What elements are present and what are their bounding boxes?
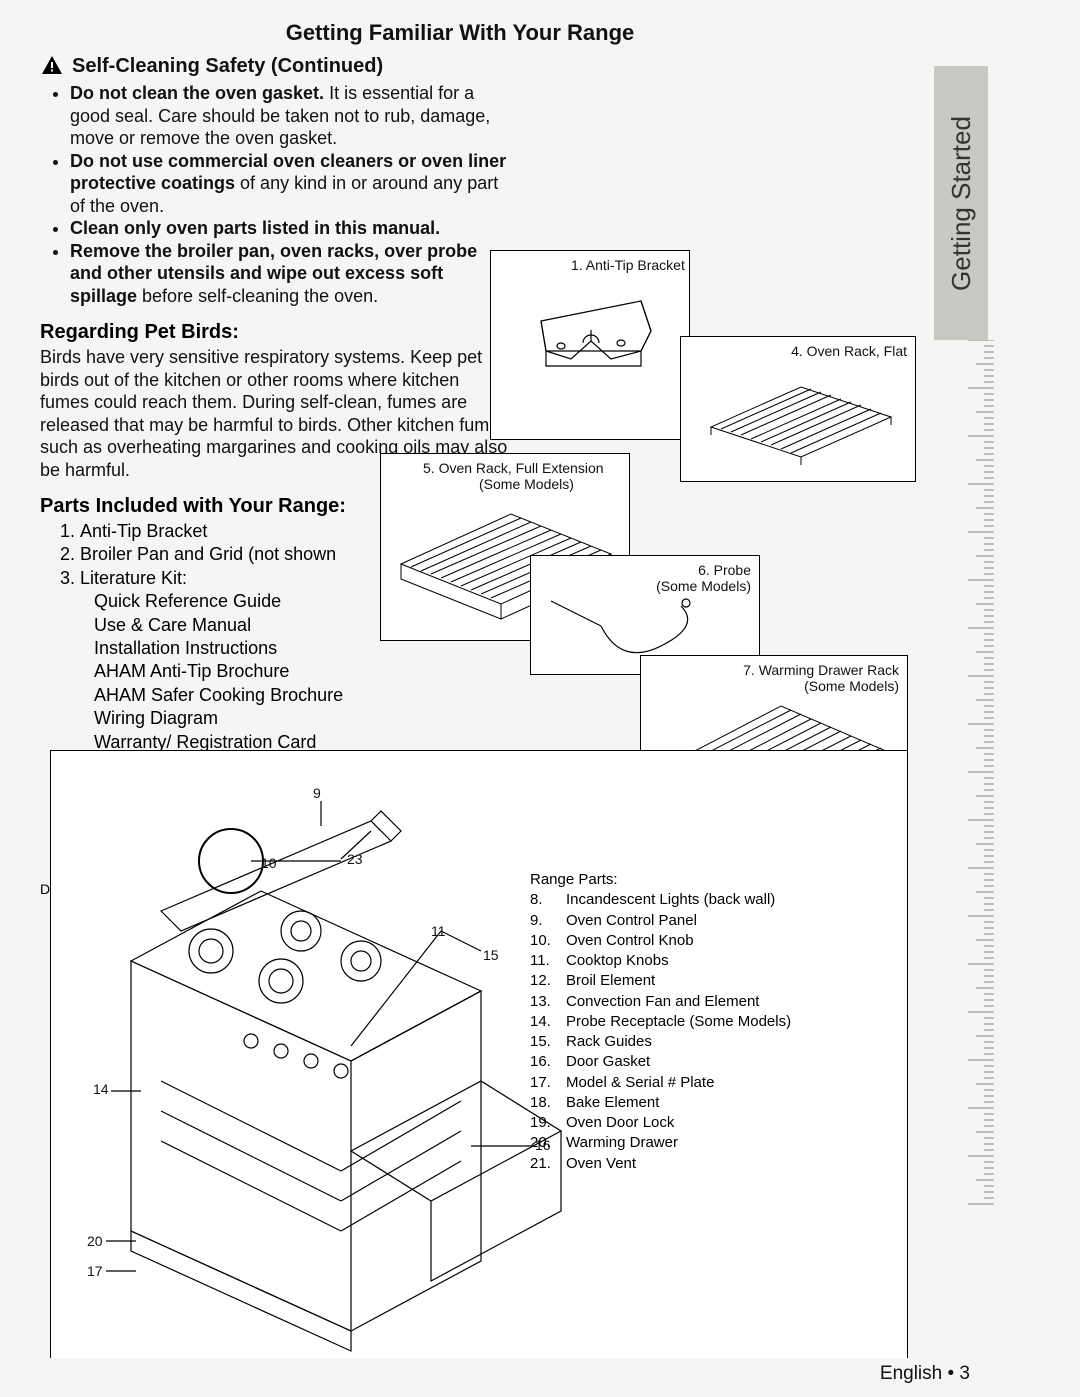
callout: 14 <box>93 1081 109 1097</box>
list-item: AHAM Safer Cooking Brochure <box>94 684 500 707</box>
bullet-item: Do not clean the oven gasket. It is esse… <box>70 82 510 150</box>
list-item: Wiring Diagram <box>94 707 500 730</box>
callout: 17 <box>87 1263 103 1279</box>
bullet-item: Remove the broiler pan, oven racks, over… <box>70 240 510 308</box>
bullet-item: Clean only oven parts listed in this man… <box>70 217 510 240</box>
rp-row: 12.Broil Element <box>530 971 791 991</box>
rp-row: 18.Bake Element <box>530 1093 791 1113</box>
section1-header: Self-Cleaning Safety (Continued) <box>40 54 1000 78</box>
side-tab-label: Getting Started <box>946 116 977 291</box>
rp-row: 8.Incandescent Lights (back wall) <box>530 890 791 910</box>
diagram-label: 6. Probe <box>698 562 751 578</box>
range-parts-block: Range Parts: 8.Incandescent Lights (back… <box>530 870 791 1174</box>
range-parts-title: Range Parts: <box>530 870 791 890</box>
rp-row: 19.Oven Door Lock <box>530 1113 791 1133</box>
diagram-label: 7. Warming Drawer Rack <box>743 662 899 678</box>
rp-row: 9.Oven Control Panel <box>530 911 791 931</box>
bullet-item: Do not use commercial oven cleaners or o… <box>70 150 510 218</box>
callout: 10 <box>261 855 277 871</box>
warning-icon <box>40 54 64 78</box>
rp-row: 20.Warming Drawer <box>530 1133 791 1153</box>
page-footer: English • 3 <box>880 1363 970 1385</box>
safety-bullets: Do not clean the oven gasket. It is esse… <box>40 82 510 307</box>
callout: 15 <box>483 947 499 963</box>
diagram-label: (Some Models) <box>656 578 751 594</box>
rp-row: 17.Model & Serial # Plate <box>530 1073 791 1093</box>
side-tab: Getting Started <box>934 66 988 340</box>
page-title: Getting Familiar With Your Range <box>40 20 880 46</box>
diagram-oven-rack-flat: 4. Oven Rack, Flat <box>680 336 916 482</box>
callout: 23 <box>347 851 363 867</box>
list-item: AHAM Anti-Tip Brochure <box>94 660 500 683</box>
rp-row: 16.Door Gasket <box>530 1052 791 1072</box>
callout: 9 <box>313 785 321 801</box>
diagram-label: (Some Models) <box>804 678 899 694</box>
rp-row: 11.Cooktop Knobs <box>530 951 791 971</box>
section1-title: Self-Cleaning Safety (Continued) <box>72 55 383 78</box>
ruler-decoration <box>934 340 994 1210</box>
diagram-label: 4. Oven Rack, Flat <box>791 343 907 359</box>
diagram-label: 1. Anti-Tip Bracket <box>571 257 685 273</box>
rp-row: 13.Convection Fan and Element <box>530 992 791 1012</box>
callout: 20 <box>87 1233 103 1249</box>
rp-row: 21.Oven Vent <box>530 1154 791 1174</box>
diagram-label: 5. Oven Rack, Full Extension <box>423 460 604 476</box>
diagram-anti-tip: 1. Anti-Tip Bracket <box>490 250 690 440</box>
rp-row: 14.Probe Receptacle (Some Models) <box>530 1012 791 1032</box>
diagram-label: (Some Models) <box>479 476 574 492</box>
rp-row: 10.Oven Control Knob <box>530 931 791 951</box>
rp-row: 15.Rack Guides <box>530 1032 791 1052</box>
anti-tip-svg <box>491 251 691 441</box>
callout: 11 <box>431 923 446 939</box>
